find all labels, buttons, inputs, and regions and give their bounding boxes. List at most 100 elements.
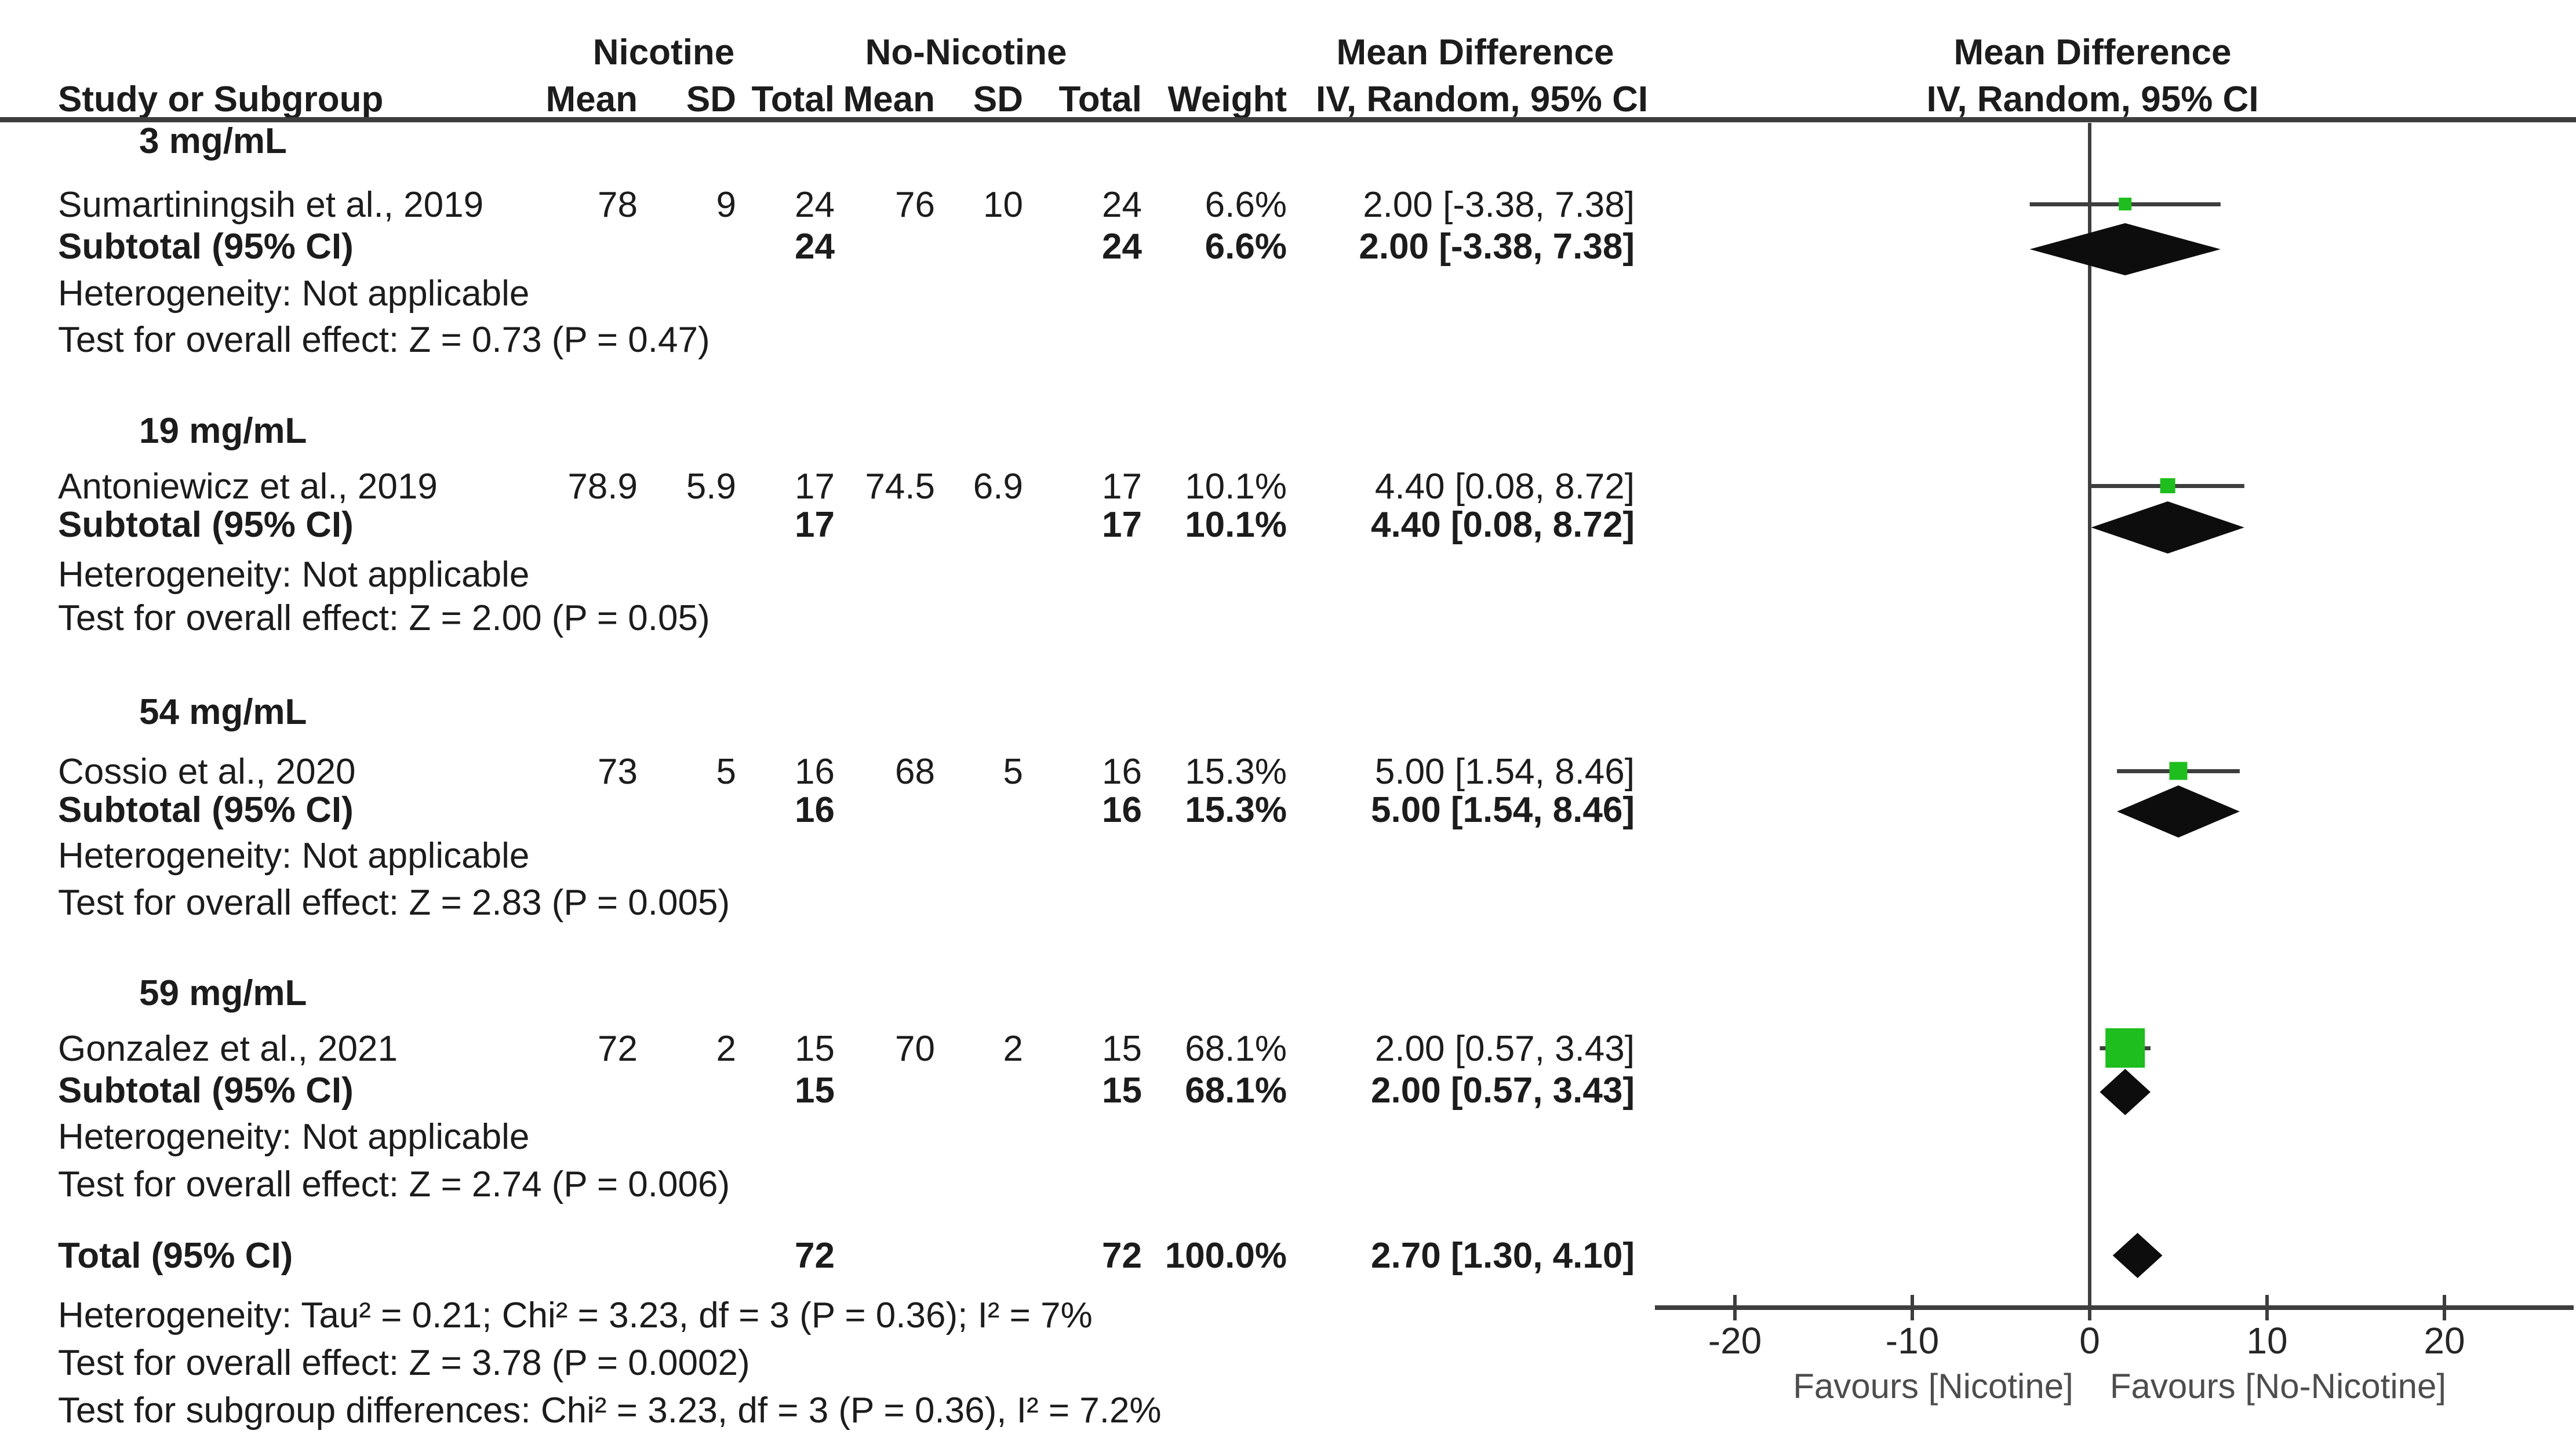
subtotal-ci-value: 2.00 [-3.38, 7.38]	[1359, 227, 1635, 267]
subtotal-total-no-nicotine: 24	[1102, 227, 1142, 267]
subtotal-diamond	[2117, 785, 2240, 838]
study-mean-no-nicotine: 74.5	[865, 467, 935, 507]
overall-effect-test: Test for overall effect: Z = 2.74 (P = 0…	[58, 1164, 730, 1204]
study-total-nicotine: 15	[795, 1029, 835, 1069]
study-ci-value: 2.00 [0.57, 3.43]	[1374, 1029, 1635, 1069]
study-sd-nicotine: 5.9	[686, 467, 736, 507]
overall-effect-test: Test for overall effect: Z = 0.73 (P = 0…	[58, 320, 710, 360]
total-n-no-nicotine: 72	[1102, 1236, 1142, 1276]
group-label: 3 mg/mL	[139, 121, 287, 161]
axis-tick	[1733, 1295, 1737, 1320]
study-mean-nicotine: 78.9	[567, 467, 638, 507]
subtotal-total-no-nicotine: 16	[1102, 790, 1142, 830]
axis-tick-label: -20	[1708, 1320, 1762, 1362]
study-ci-value: 5.00 [1.54, 8.46]	[1374, 752, 1635, 792]
axis-tick	[1911, 1295, 1914, 1320]
study-point-square	[2105, 1028, 2145, 1068]
study-weight: 68.1%	[1185, 1029, 1287, 1069]
total-overall-effect-test: Test for overall effect: Z = 3.78 (P = 0…	[58, 1343, 750, 1383]
study-mean-nicotine: 72	[598, 1029, 638, 1069]
study-total-no-nicotine: 17	[1102, 467, 1142, 507]
study-total-nicotine: 16	[795, 752, 835, 792]
study-sd-nicotine: 5	[716, 752, 736, 792]
heterogeneity-note: Heterogeneity: Not applicable	[58, 274, 530, 314]
group-label: 59 mg/mL	[139, 973, 307, 1013]
plot-subtitle: IV, Random, 95% CI	[1926, 79, 2259, 119]
x-axis	[1655, 1305, 2574, 1310]
study-total-nicotine: 17	[795, 467, 835, 507]
ci-column-header: IV, Random, 95% CI	[1316, 79, 1649, 119]
subtotal-total-nicotine: 15	[795, 1071, 835, 1111]
total-column-header-nicotine: Total	[751, 79, 835, 119]
study-mean-no-nicotine: 76	[895, 185, 935, 225]
subtotal-weight: 6.6%	[1205, 227, 1287, 267]
subtotal-weight: 10.1%	[1185, 505, 1287, 545]
study-point-square	[2169, 762, 2188, 780]
subtotal-total-nicotine: 16	[795, 790, 835, 830]
mean-column-header-nicotine: Mean	[545, 79, 638, 119]
x-axis-label-left: Favours [Nicotine]	[1793, 1367, 2073, 1406]
x-axis-label-right: Favours [No-Nicotine]	[2109, 1367, 2447, 1406]
total-heterogeneity: Heterogeneity: Tau² = 0.21; Chi² = 3.23,…	[58, 1295, 1093, 1335]
sd-column-header-no-nicotine: SD	[973, 79, 1023, 119]
zero-reference-line	[2088, 123, 2091, 1308]
subtotal-diamond	[2091, 501, 2244, 554]
study-weight: 15.3%	[1185, 752, 1287, 792]
subtotal-ci-value: 4.40 [0.08, 8.72]	[1371, 505, 1635, 545]
study-sd-nicotine: 2	[716, 1029, 736, 1069]
weight-column-header: Weight	[1167, 79, 1287, 119]
study-total-nicotine: 24	[795, 185, 835, 225]
subtotal-diamond	[2029, 223, 2221, 275]
axis-tick-label: -10	[1885, 1320, 1940, 1362]
no-nicotine-group-header: No-Nicotine	[865, 32, 1067, 72]
study-total-no-nicotine: 24	[1102, 185, 1142, 225]
subtotal-total-nicotine: 24	[795, 227, 835, 267]
study-weight: 10.1%	[1185, 467, 1287, 507]
nicotine-group-header: Nicotine	[592, 32, 735, 72]
total-diamond	[2112, 1233, 2163, 1278]
group-label: 19 mg/mL	[139, 411, 307, 451]
study-mean-nicotine: 78	[598, 185, 638, 225]
study-weight: 6.6%	[1205, 185, 1287, 225]
total-ci-value: 2.70 [1.30, 4.10]	[1371, 1236, 1635, 1276]
study-sd-no-nicotine: 10	[983, 185, 1023, 225]
mean-difference-header: Mean Difference	[1336, 32, 1614, 72]
study-mean-no-nicotine: 70	[895, 1029, 935, 1069]
subtotal-total-no-nicotine: 15	[1102, 1071, 1142, 1111]
subtotal-label: Subtotal (95% CI)	[58, 790, 354, 830]
total-column-header-no-nicotine: Total	[1058, 79, 1143, 119]
total-weight: 100.0%	[1165, 1236, 1287, 1276]
study-total-no-nicotine: 15	[1102, 1029, 1142, 1069]
subtotal-ci-value: 5.00 [1.54, 8.46]	[1371, 790, 1635, 830]
total-label: Total (95% CI)	[58, 1236, 293, 1276]
subtotal-weight: 15.3%	[1185, 790, 1287, 830]
subtotal-label: Subtotal (95% CI)	[58, 1071, 354, 1111]
header-divider	[0, 117, 2576, 122]
total-n-nicotine: 72	[795, 1236, 835, 1276]
study-point-square	[2160, 478, 2175, 493]
overall-effect-test: Test for overall effect: Z = 2.83 (P = 0…	[58, 883, 730, 923]
study-sd-no-nicotine: 6.9	[973, 467, 1023, 507]
subtotal-diamond	[2100, 1069, 2151, 1115]
axis-tick	[2265, 1295, 2269, 1320]
study-column-header: Study or Subgroup	[58, 79, 384, 119]
study-name: Cossio et al., 2020	[58, 752, 356, 792]
subtotal-weight: 68.1%	[1185, 1071, 1287, 1111]
subtotal-label: Subtotal (95% CI)	[58, 227, 354, 267]
axis-tick-label: 10	[2246, 1320, 2288, 1362]
subtotal-ci-value: 2.00 [0.57, 3.43]	[1371, 1071, 1635, 1111]
axis-tick-label: 20	[2424, 1320, 2465, 1362]
heterogeneity-note: Heterogeneity: Not applicable	[58, 1117, 530, 1157]
heterogeneity-note: Heterogeneity: Not applicable	[58, 836, 530, 876]
study-sd-nicotine: 9	[716, 185, 736, 225]
study-total-no-nicotine: 16	[1102, 752, 1142, 792]
study-point-square	[2119, 198, 2132, 210]
overall-effect-test: Test for overall effect: Z = 2.00 (P = 0…	[58, 598, 710, 638]
study-sd-no-nicotine: 5	[1003, 752, 1023, 792]
axis-tick	[2443, 1295, 2446, 1320]
heterogeneity-note: Heterogeneity: Not applicable	[58, 555, 530, 595]
study-name: Sumartiningsih et al., 2019	[58, 185, 484, 225]
subtotal-total-no-nicotine: 17	[1102, 505, 1142, 545]
